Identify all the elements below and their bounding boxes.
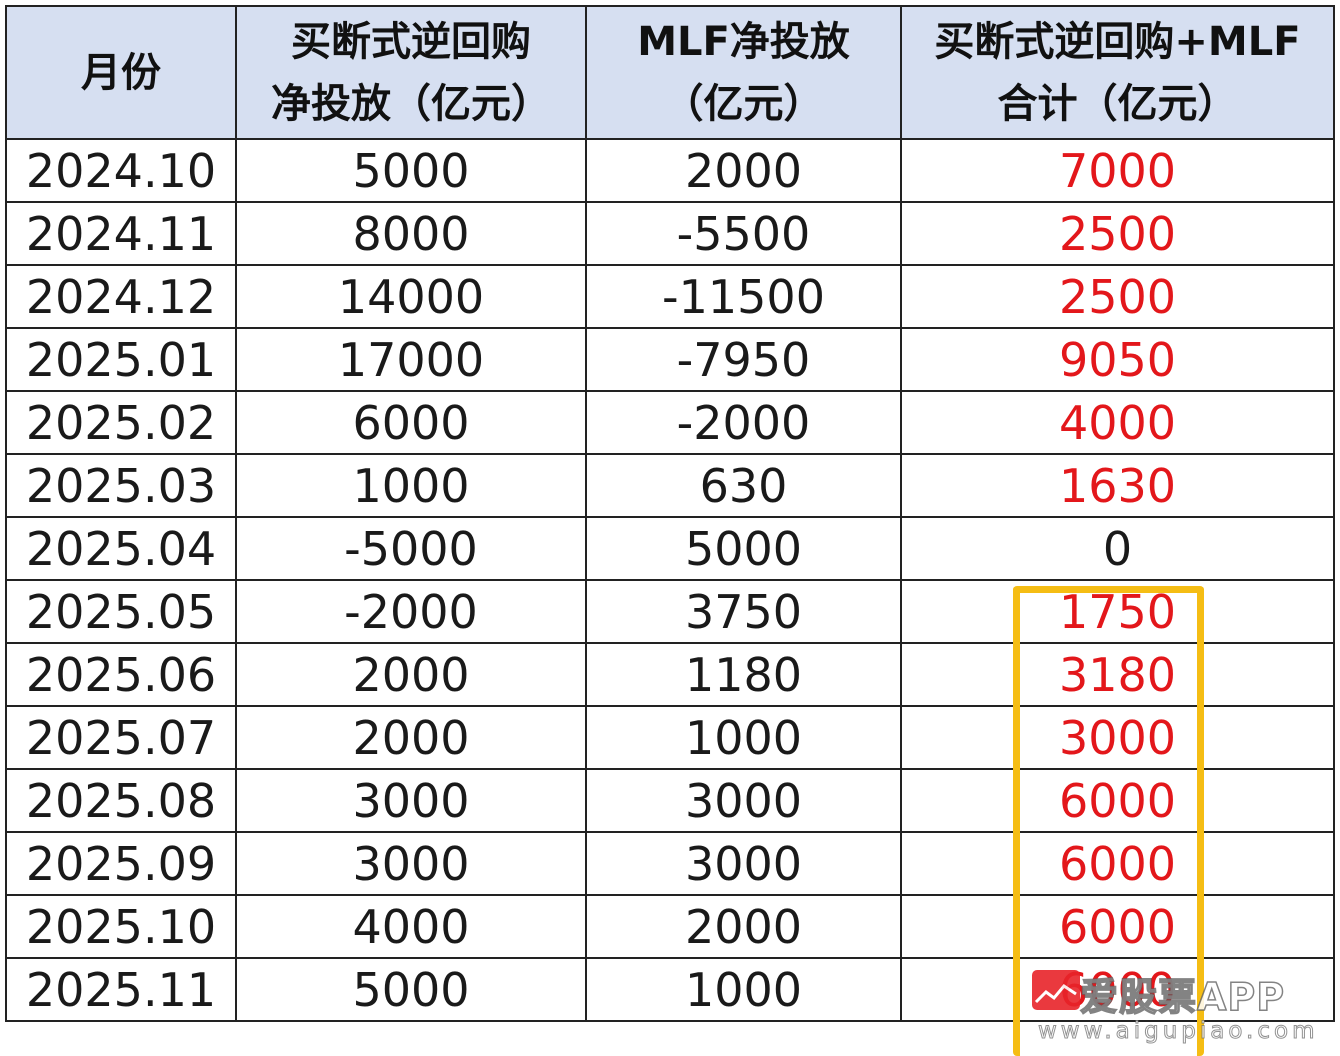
total-cell: 2500 xyxy=(900,264,1335,329)
reverse-repo-cell: 17000 xyxy=(235,327,587,392)
total-cell: 0 xyxy=(900,516,1335,581)
total-cell: 3000 xyxy=(900,705,1335,770)
reverse-repo-cell: 3000 xyxy=(235,768,587,833)
header-month: 月份 xyxy=(5,5,237,140)
month-cell: 2025.10 xyxy=(5,894,237,959)
mlf-cell: 3750 xyxy=(585,579,902,644)
mlf-cell: 3000 xyxy=(585,768,902,833)
month-cell: 2025.09 xyxy=(5,831,237,896)
table-row: 2025.10 4000 2000 6000 xyxy=(5,894,1335,959)
reverse-repo-cell: 5000 xyxy=(235,138,587,203)
month-cell: 2024.11 xyxy=(5,201,237,266)
net-injection-table: 月份 买断式逆回购 净投放（亿元） MLF净投放 （亿元） 买断式逆回购+MLF… xyxy=(5,5,1335,1022)
table-row: 2025.11 5000 1000 6000 xyxy=(5,957,1335,1022)
mlf-cell: 1000 xyxy=(585,957,902,1022)
reverse-repo-cell: -5000 xyxy=(235,516,587,581)
table-row: 2025.02 6000 -2000 4000 xyxy=(5,390,1335,455)
month-cell: 2025.03 xyxy=(5,453,237,518)
reverse-repo-cell: -2000 xyxy=(235,579,587,644)
month-cell: 2025.08 xyxy=(5,768,237,833)
reverse-repo-cell: 14000 xyxy=(235,264,587,329)
total-cell: 1630 xyxy=(900,453,1335,518)
reverse-repo-cell: 5000 xyxy=(235,957,587,1022)
table-body: 2024.10 5000 2000 7000 2024.11 8000 -5500 2500 2… xyxy=(5,138,1335,1022)
table-row: 2024.12 14000 -11500 2500 xyxy=(5,264,1335,329)
header-total: 买断式逆回购+MLF 合计（亿元） xyxy=(900,5,1335,140)
reverse-repo-cell: 1000 xyxy=(235,453,587,518)
mlf-cell: 2000 xyxy=(585,138,902,203)
total-cell: 3180 xyxy=(900,642,1335,707)
month-cell: 2025.01 xyxy=(5,327,237,392)
month-cell: 2025.04 xyxy=(5,516,237,581)
total-cell: 6000 xyxy=(900,831,1335,896)
net-injection-table-container: 月份 买断式逆回购 净投放（亿元） MLF净投放 （亿元） 买断式逆回购+MLF… xyxy=(5,5,1335,1022)
total-cell: 1750 xyxy=(900,579,1335,644)
mlf-cell: 1000 xyxy=(585,705,902,770)
total-cell: 4000 xyxy=(900,390,1335,455)
mlf-cell: 5000 xyxy=(585,516,902,581)
mlf-cell: -7950 xyxy=(585,327,902,392)
total-cell: 9050 xyxy=(900,327,1335,392)
mlf-cell: -11500 xyxy=(585,264,902,329)
month-cell: 2024.10 xyxy=(5,138,237,203)
table-row: 2025.05 -2000 3750 1750 xyxy=(5,579,1335,644)
reverse-repo-cell: 2000 xyxy=(235,642,587,707)
table-row: 2025.09 3000 3000 6000 xyxy=(5,831,1335,896)
mlf-cell: 1180 xyxy=(585,642,902,707)
month-cell: 2025.07 xyxy=(5,705,237,770)
table-row: 2025.08 3000 3000 6000 xyxy=(5,768,1335,833)
mlf-cell: 2000 xyxy=(585,894,902,959)
table-row: 2025.07 2000 1000 3000 xyxy=(5,705,1335,770)
total-cell: 6000 xyxy=(900,894,1335,959)
mlf-cell: 3000 xyxy=(585,831,902,896)
header-row: 月份 买断式逆回购 净投放（亿元） MLF净投放 （亿元） 买断式逆回购+MLF… xyxy=(5,5,1335,140)
total-cell: 7000 xyxy=(900,138,1335,203)
reverse-repo-cell: 6000 xyxy=(235,390,587,455)
header-outright-reverse-repo: 买断式逆回购 净投放（亿元） xyxy=(235,5,587,140)
table-row: 2025.01 17000 -7950 9050 xyxy=(5,327,1335,392)
table-row: 2025.06 2000 1180 3180 xyxy=(5,642,1335,707)
table-row: 2024.11 8000 -5500 2500 xyxy=(5,201,1335,266)
month-cell: 2025.02 xyxy=(5,390,237,455)
table-row: 2025.04 -5000 5000 0 xyxy=(5,516,1335,581)
month-cell: 2025.05 xyxy=(5,579,237,644)
total-cell: 6000 xyxy=(900,957,1335,1022)
month-cell: 2024.12 xyxy=(5,264,237,329)
table-row: 2025.03 1000 630 1630 xyxy=(5,453,1335,518)
reverse-repo-cell: 8000 xyxy=(235,201,587,266)
table-row: 2024.10 5000 2000 7000 xyxy=(5,138,1335,203)
month-cell: 2025.11 xyxy=(5,957,237,1022)
reverse-repo-cell: 3000 xyxy=(235,831,587,896)
mlf-cell: 630 xyxy=(585,453,902,518)
total-cell: 2500 xyxy=(900,201,1335,266)
month-cell: 2025.06 xyxy=(5,642,237,707)
reverse-repo-cell: 4000 xyxy=(235,894,587,959)
total-cell: 6000 xyxy=(900,768,1335,833)
header-mlf: MLF净投放 （亿元） xyxy=(585,5,902,140)
mlf-cell: -5500 xyxy=(585,201,902,266)
mlf-cell: -2000 xyxy=(585,390,902,455)
reverse-repo-cell: 2000 xyxy=(235,705,587,770)
